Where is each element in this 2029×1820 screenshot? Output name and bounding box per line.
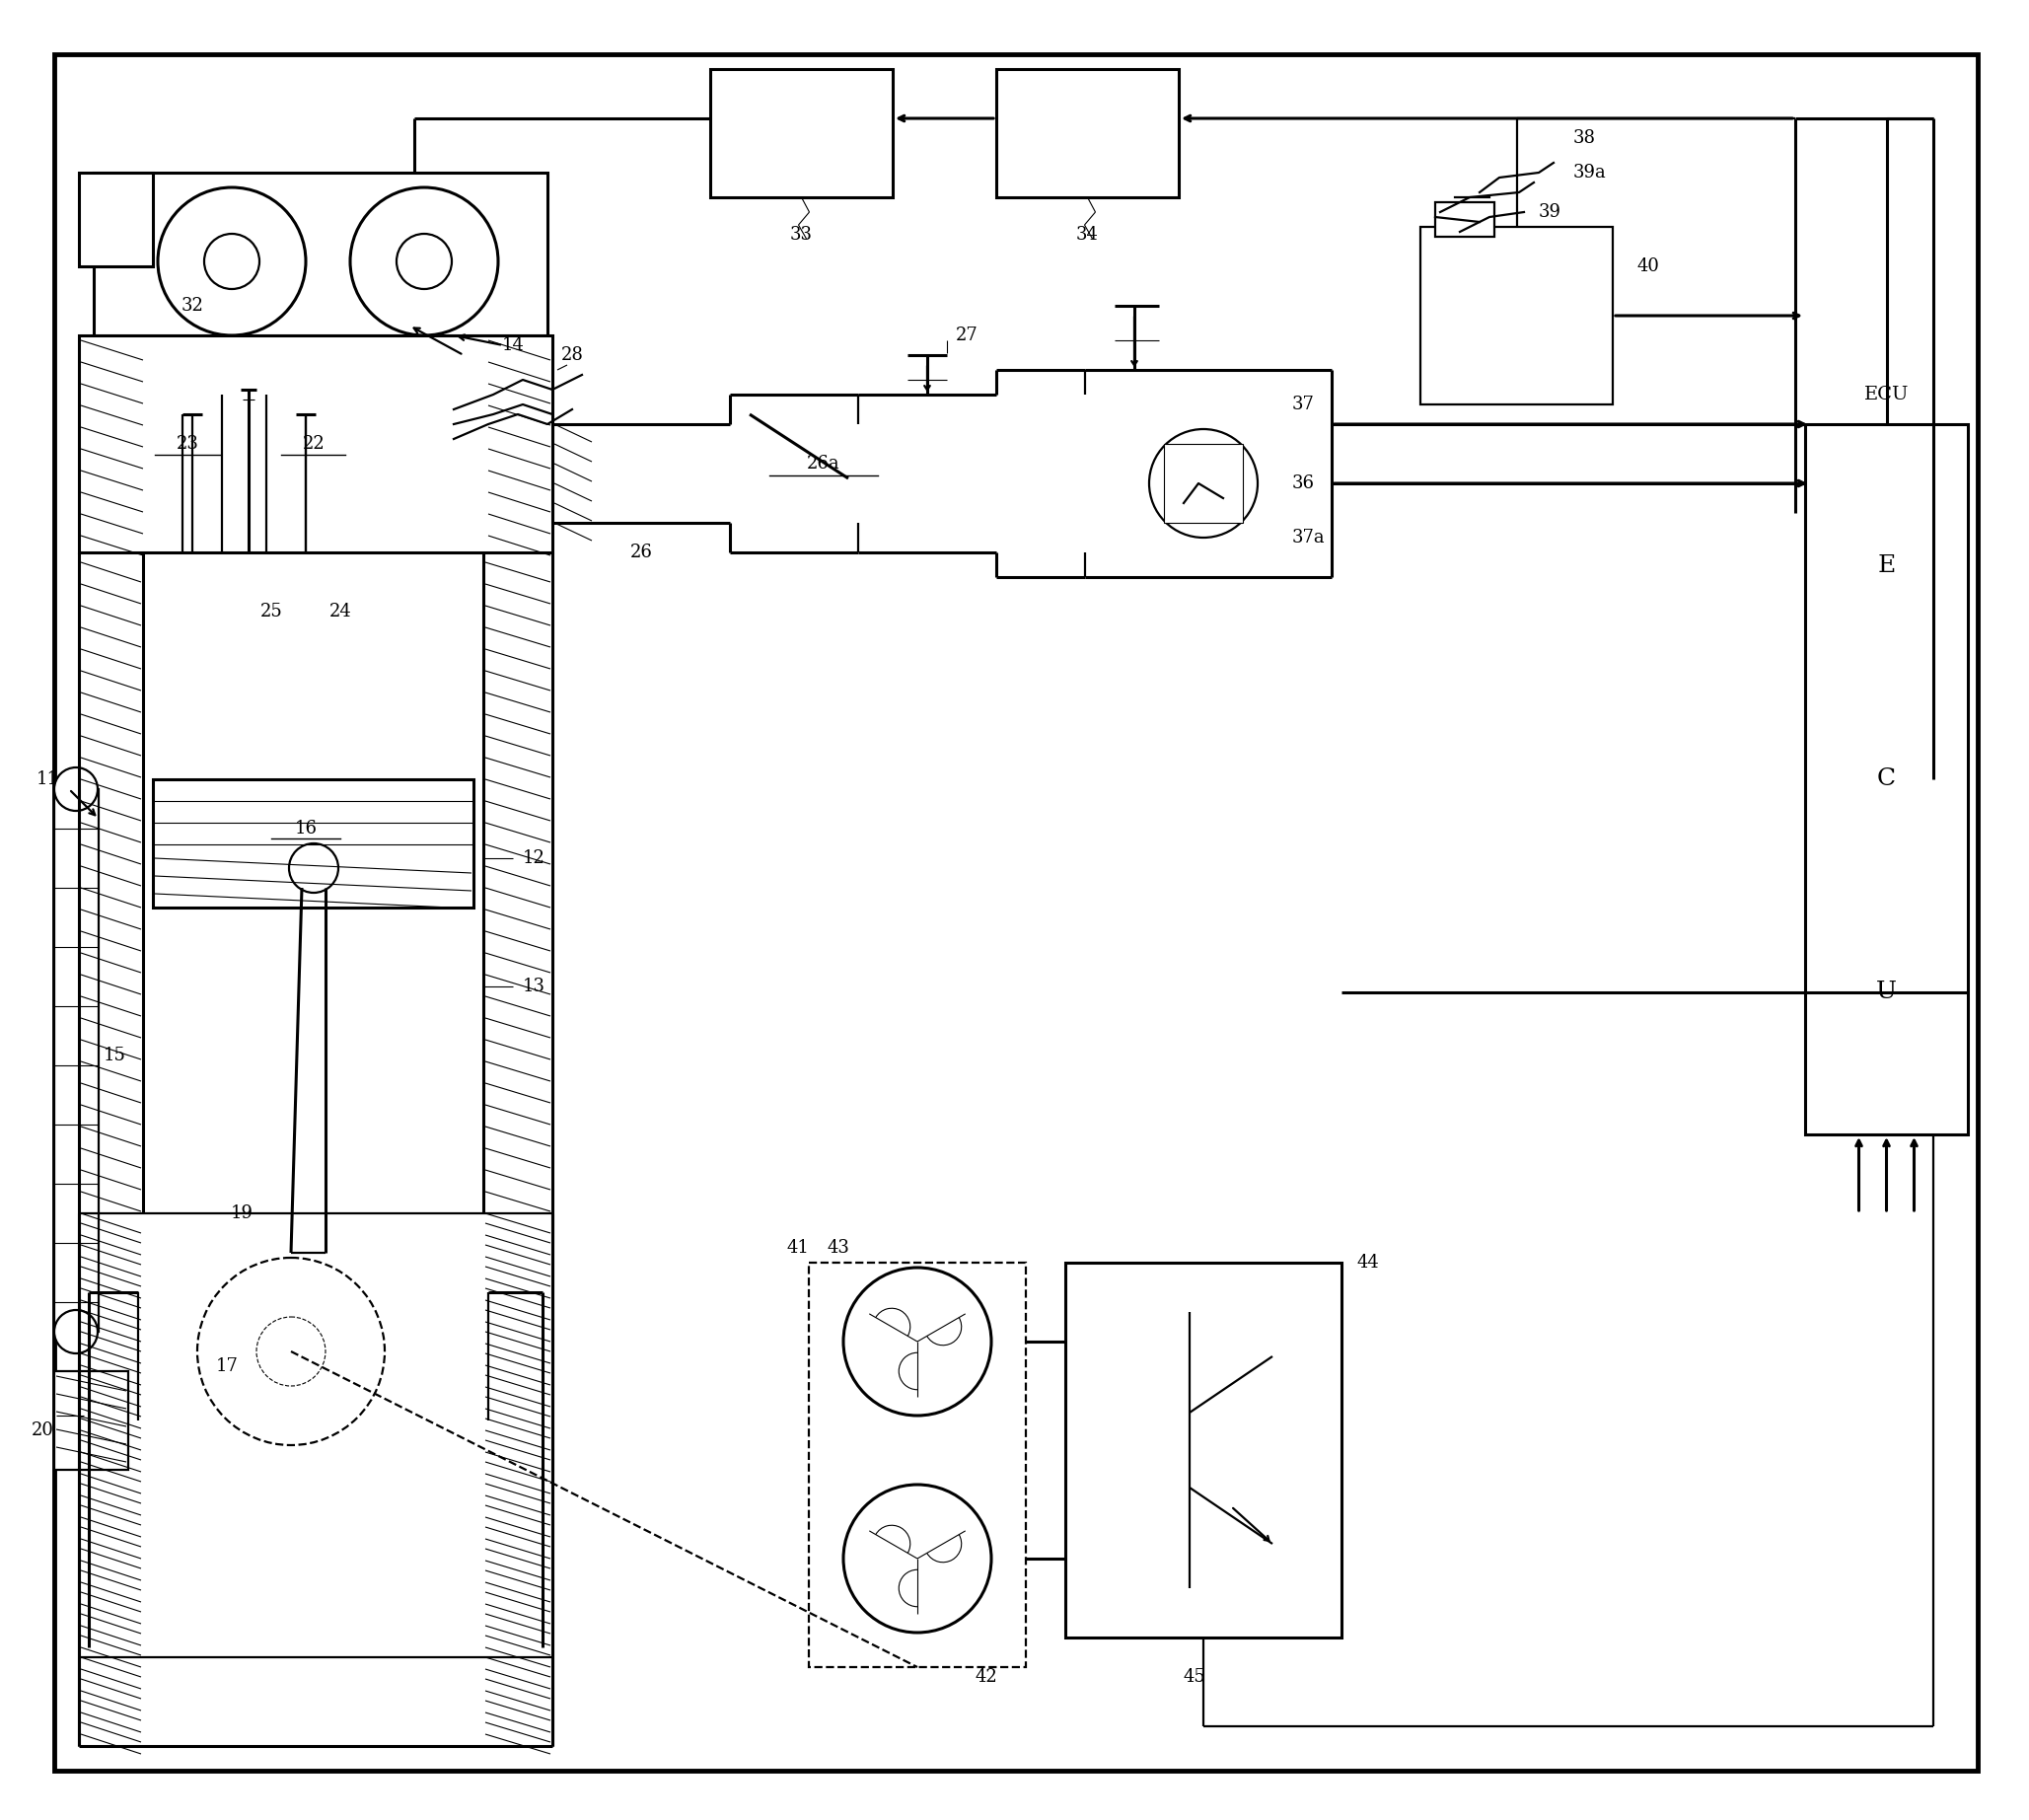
Text: 39: 39 xyxy=(1538,204,1562,220)
Bar xyxy=(55,790,99,1332)
Text: 36: 36 xyxy=(1292,475,1315,491)
Text: 28: 28 xyxy=(560,346,584,364)
Circle shape xyxy=(205,233,260,289)
Bar xyxy=(810,1263,1027,1667)
Text: 37: 37 xyxy=(1292,395,1315,413)
Circle shape xyxy=(351,187,499,335)
Bar xyxy=(1165,444,1244,522)
Circle shape xyxy=(158,187,306,335)
Text: 11: 11 xyxy=(37,770,59,788)
Circle shape xyxy=(844,1267,992,1416)
Bar xyxy=(996,69,1179,197)
Text: 25: 25 xyxy=(260,602,282,621)
Bar xyxy=(710,69,893,197)
Circle shape xyxy=(197,1258,386,1445)
Text: 33: 33 xyxy=(789,226,814,244)
Text: 37a: 37a xyxy=(1292,530,1325,546)
Bar xyxy=(1420,228,1613,404)
Bar xyxy=(79,173,152,266)
Text: 34: 34 xyxy=(1075,226,1100,244)
Text: 26: 26 xyxy=(629,544,653,561)
Text: 26a: 26a xyxy=(808,455,840,473)
Text: 20: 20 xyxy=(32,1421,55,1440)
Text: 17: 17 xyxy=(215,1358,237,1376)
Text: 45: 45 xyxy=(1183,1669,1205,1685)
Text: 23: 23 xyxy=(177,435,199,453)
Text: C: C xyxy=(1877,768,1895,790)
Text: 16: 16 xyxy=(294,819,317,837)
Text: 13: 13 xyxy=(523,977,546,996)
Bar xyxy=(1435,202,1495,237)
Text: E: E xyxy=(1877,555,1895,577)
Text: 44: 44 xyxy=(1355,1254,1380,1272)
Text: U: U xyxy=(1877,981,1897,1003)
Text: 27: 27 xyxy=(956,326,978,344)
Circle shape xyxy=(1148,430,1258,537)
Text: 43: 43 xyxy=(828,1239,850,1258)
Bar xyxy=(152,779,473,908)
Circle shape xyxy=(396,233,452,289)
Circle shape xyxy=(55,768,97,812)
Text: ECU: ECU xyxy=(1865,386,1909,404)
Text: 42: 42 xyxy=(976,1669,998,1685)
Text: 38: 38 xyxy=(1572,129,1597,147)
Text: 15: 15 xyxy=(103,1046,126,1065)
Text: 32: 32 xyxy=(181,297,203,315)
Text: 12: 12 xyxy=(523,850,546,866)
Bar xyxy=(55,1370,128,1471)
Text: 41: 41 xyxy=(787,1239,810,1258)
Bar xyxy=(1806,424,1968,1134)
Text: 14: 14 xyxy=(501,337,523,355)
Text: 40: 40 xyxy=(1637,257,1660,275)
Circle shape xyxy=(55,1310,97,1354)
Circle shape xyxy=(844,1485,992,1633)
Bar xyxy=(79,335,552,553)
Bar xyxy=(1065,1263,1341,1638)
Circle shape xyxy=(288,843,339,894)
Text: 22: 22 xyxy=(302,435,325,453)
Text: 19: 19 xyxy=(231,1205,254,1223)
Bar xyxy=(93,173,548,335)
Text: 24: 24 xyxy=(329,602,351,621)
Text: 39a: 39a xyxy=(1572,164,1607,182)
Circle shape xyxy=(256,1318,325,1387)
